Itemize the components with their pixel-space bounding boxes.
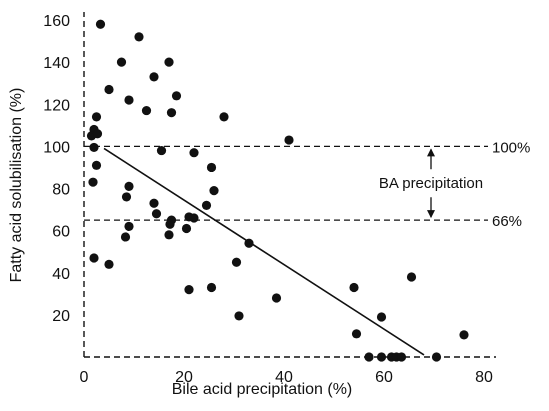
y-tick-label: 60 <box>52 224 70 241</box>
data-point <box>234 311 244 321</box>
data-point <box>459 330 469 340</box>
data-point <box>166 108 177 118</box>
data-point <box>406 272 417 282</box>
data-point <box>95 19 106 29</box>
x-tick-label: 80 <box>475 369 493 386</box>
data-point <box>91 160 102 170</box>
data-point <box>206 162 217 173</box>
y-tick-label: 80 <box>52 182 70 199</box>
data-point <box>121 192 132 202</box>
data-point <box>181 223 192 234</box>
data-point <box>134 32 144 42</box>
data-point <box>141 105 152 116</box>
data-point <box>104 259 114 269</box>
data-point <box>201 200 212 210</box>
data-point <box>184 285 194 295</box>
reference-line-label: 66% <box>492 213 522 230</box>
y-tick-label: 20 <box>52 308 70 325</box>
data-points <box>86 19 469 362</box>
data-point <box>349 282 359 293</box>
data-point <box>171 91 182 101</box>
data-point <box>120 232 131 242</box>
data-point <box>284 135 294 145</box>
data-point <box>271 293 282 303</box>
annotations: BA precipitation <box>379 148 483 219</box>
data-point <box>189 148 199 158</box>
data-point <box>431 352 442 362</box>
data-point <box>92 129 103 139</box>
arrow-up-icon <box>427 148 435 157</box>
data-point <box>151 209 162 219</box>
data-point <box>91 112 102 122</box>
data-point <box>88 177 98 187</box>
reference-lines: 100% 66% <box>84 139 530 230</box>
y-tick-label: 40 <box>52 266 70 283</box>
data-point <box>89 253 99 263</box>
arrow-down-icon <box>427 210 435 219</box>
tick-labels: 0 20 40 60 80 20 40 60 80 100 120 140 160 <box>43 13 493 386</box>
regression-line <box>103 147 425 356</box>
data-point <box>124 181 134 191</box>
y-axis-title: Fatty acid solubilisation (%) <box>8 88 25 283</box>
data-point <box>396 352 407 362</box>
data-point <box>165 219 175 229</box>
y-tick-label: 120 <box>43 97 70 114</box>
data-point <box>164 57 174 67</box>
regression-line-group <box>103 147 425 356</box>
x-tick-label: 60 <box>375 369 393 386</box>
data-point <box>116 57 127 67</box>
reference-line-label: 100% <box>492 139 530 156</box>
x-tick-label: 40 <box>275 369 293 386</box>
data-point <box>376 352 387 362</box>
data-point <box>149 198 159 208</box>
data-point <box>206 282 217 293</box>
data-point <box>364 352 374 362</box>
data-point <box>89 142 99 153</box>
x-tick-label: 20 <box>175 369 193 386</box>
x-tick-label: 0 <box>80 369 89 386</box>
data-point <box>124 221 134 232</box>
y-tick-label: 160 <box>43 13 70 30</box>
data-point <box>156 145 167 156</box>
y-tick-label: 100 <box>43 139 70 156</box>
data-point <box>104 84 114 95</box>
data-point <box>219 112 229 122</box>
axes <box>83 12 496 358</box>
data-point <box>149 72 159 82</box>
data-point <box>376 312 387 322</box>
data-point <box>351 329 362 339</box>
data-point <box>244 238 254 248</box>
x-axis-title: Bile acid precipitation (%) <box>172 381 353 398</box>
data-point <box>164 230 174 240</box>
data-point <box>189 213 199 223</box>
data-point <box>124 95 134 105</box>
data-point <box>231 257 242 267</box>
y-tick-label: 140 <box>43 55 70 72</box>
ba-precipitation-label: BA precipitation <box>379 175 483 192</box>
data-point <box>209 186 219 196</box>
